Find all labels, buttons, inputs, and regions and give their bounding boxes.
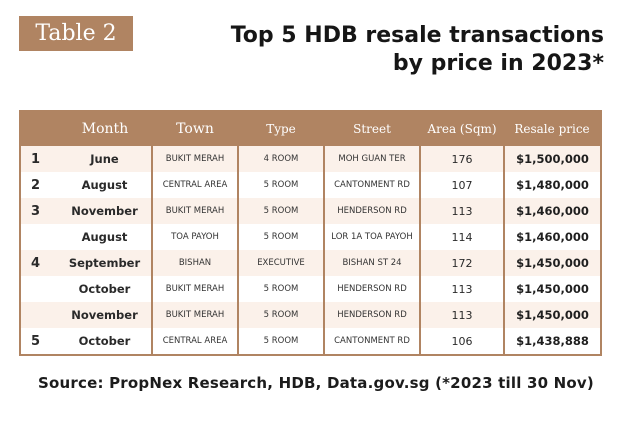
town-cell: TOA PAYOH [151, 224, 238, 250]
header-rank [20, 111, 58, 146]
rank-cell: 1 [20, 146, 58, 172]
area-cell: 114 [419, 224, 504, 250]
price-cell: $1,450,000 [503, 276, 601, 302]
rank-cell [20, 224, 58, 250]
table-row: 4 September BISHAN EXECUTIVE BISHAN ST 2… [20, 250, 601, 276]
street-cell: MOH GUAN TER [323, 146, 420, 172]
street-cell: LOR 1A TOA PAYOH [323, 224, 420, 250]
page-title: Top 5 HDB resale transactions by price i… [231, 22, 604, 78]
month-value: October [78, 334, 131, 348]
source-note: Source: PropNex Research, HDB, Data.gov.… [38, 374, 594, 392]
town-cell: BUKIT MERAH [151, 276, 238, 302]
price-cell: $1,500,000 [503, 146, 601, 172]
month-value: November [71, 204, 138, 218]
table-row: 1 June BUKIT MERAH 4 ROOM MOH GUAN TER 1… [20, 146, 601, 172]
type-cell: 5 ROOM [237, 276, 324, 302]
street-cell: CANTONMENT RD [323, 328, 420, 355]
price-cell: $1,480,000 [503, 172, 601, 198]
type-cell: 5 ROOM [237, 172, 324, 198]
type-cell: 5 ROOM [237, 198, 324, 224]
table-number-badge: Table 2 [19, 16, 133, 51]
rank-cell: 2 [20, 172, 58, 198]
month-value: June [90, 152, 119, 166]
town-cell: CENTRAL AREA [151, 172, 238, 198]
price-cell: $1,450,000 [503, 302, 601, 328]
table-row: August TOA PAYOH 5 ROOM LOR 1A TOA PAYOH… [20, 224, 601, 250]
street-cell: HENDERSON RD [323, 198, 420, 224]
month-cell: November [58, 302, 152, 328]
header-type: Type [238, 111, 324, 146]
area-cell: 106 [419, 328, 504, 355]
price-cell: $1,450,000 [503, 250, 601, 276]
rank-cell: 5 [20, 328, 58, 355]
town-cell: BUKIT MERAH [151, 146, 238, 172]
street-cell: BISHAN ST 24 [323, 250, 420, 276]
month-cell: August [58, 224, 152, 250]
month-value: September [68, 256, 141, 270]
month-cell: November [58, 198, 152, 224]
table-row: 2 August CENTRAL AREA 5 ROOM CANTONMENT … [20, 172, 601, 198]
header-street: Street [324, 111, 420, 146]
area-cell: 113 [419, 198, 504, 224]
town-cell: BUKIT MERAH [151, 302, 238, 328]
area-cell: 113 [419, 302, 504, 328]
month-cell: June [58, 146, 152, 172]
price-cell: $1,460,000 [503, 198, 601, 224]
table-row: 5 October CENTRAL AREA 5 ROOM CANTONMENT… [20, 328, 601, 355]
street-cell: HENDERSON RD [323, 302, 420, 328]
area-cell: 107 [419, 172, 504, 198]
table-row: November BUKIT MERAH 5 ROOM HENDERSON RD… [20, 302, 601, 328]
table-row: October BUKIT MERAH 5 ROOM HENDERSON RD … [20, 276, 601, 302]
area-cell: 176 [419, 146, 504, 172]
table-header-row: Month Town Type Street Area (Sqm) Resale… [20, 111, 601, 146]
header-area: Area (Sqm) [420, 111, 504, 146]
type-cell: EXECUTIVE [237, 250, 324, 276]
month-value: November [71, 308, 138, 322]
rank-cell: 3 [20, 198, 58, 224]
area-cell: 172 [419, 250, 504, 276]
table-row: 3 November BUKIT MERAH 5 ROOM HENDERSON … [20, 198, 601, 224]
price-cell: $1,460,000 [503, 224, 601, 250]
title-line-1: Top 5 HDB resale transactions [230, 23, 604, 48]
month-cell: October [58, 276, 152, 302]
month-cell: October [58, 328, 152, 355]
type-cell: 5 ROOM [237, 328, 324, 355]
month-value: August [81, 230, 128, 244]
rank-cell [20, 302, 58, 328]
month-value: October [78, 282, 131, 296]
area-cell: 113 [419, 276, 504, 302]
town-cell: CENTRAL AREA [151, 328, 238, 355]
transactions-table: Month Town Type Street Area (Sqm) Resale… [19, 110, 602, 356]
rank-cell: 4 [20, 250, 58, 276]
type-cell: 5 ROOM [237, 224, 324, 250]
town-cell: BISHAN [151, 250, 238, 276]
street-cell: CANTONMENT RD [323, 172, 420, 198]
title-line-2: by price in 2023* [392, 51, 604, 76]
price-cell: $1,438,888 [503, 328, 601, 355]
rank-cell [20, 276, 58, 302]
type-cell: 4 ROOM [237, 146, 324, 172]
month-value: August [81, 178, 128, 192]
header-month: Month [58, 111, 152, 146]
month-cell: September [58, 250, 152, 276]
header-resale-price: Resale price [504, 111, 601, 146]
town-cell: BUKIT MERAH [151, 198, 238, 224]
header-town: Town [152, 111, 238, 146]
street-cell: HENDERSON RD [323, 276, 420, 302]
type-cell: 5 ROOM [237, 302, 324, 328]
month-cell: August [58, 172, 152, 198]
